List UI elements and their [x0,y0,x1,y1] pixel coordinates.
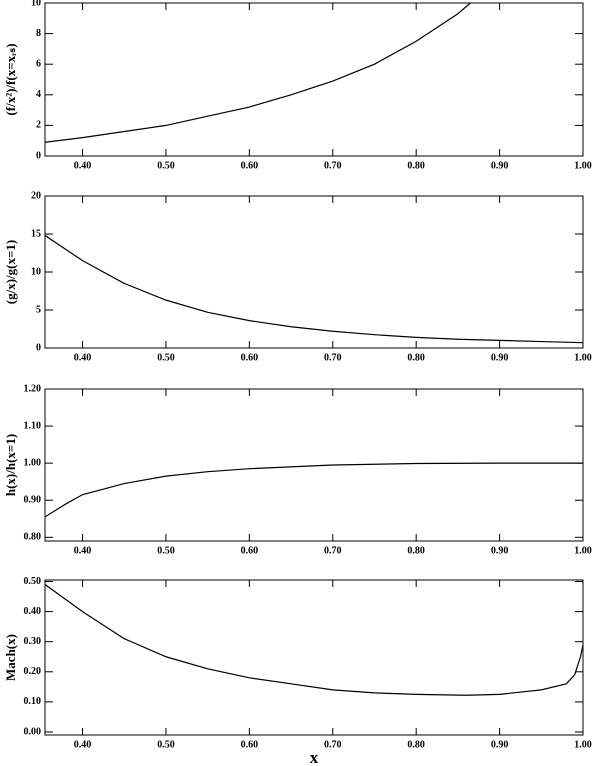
x-tick-label: 0.70 [324,160,342,171]
curve [45,235,583,344]
y-tick-label: 0.10 [24,696,42,707]
y-tick-label: 4 [36,89,41,100]
x-tick-label: 0.80 [407,160,425,171]
x-tick-label: 0.80 [407,739,425,750]
x-tick-label: 1.00 [574,160,592,171]
y-tick-label: 0.90 [24,495,42,506]
x-tick-label: 0.50 [157,545,175,556]
x-tick-label: 0.70 [324,352,342,363]
x-tick-label: 0.60 [241,352,259,363]
x-tick-label: 1.00 [574,739,592,750]
y-tick-label: 1.00 [24,457,42,468]
y-tick-label: 0.00 [24,726,42,737]
y-tick-label: 0.20 [24,666,42,677]
x-tick-label: 0.80 [407,545,425,556]
x-tick-label: 0.90 [491,352,509,363]
x-tick-label: 0.60 [241,545,259,556]
x-tick-label: 0.70 [324,545,342,556]
x-tick-label: 0.90 [491,160,509,171]
x-tick-label: 0.90 [491,545,509,556]
x-tick-label: 0.60 [241,739,259,750]
y-tick-label: 0.30 [24,636,42,647]
x-tick-label: 1.00 [574,352,592,363]
plot-frame [44,388,584,542]
y-tick-label: 1.10 [24,420,42,431]
y-tick-label: 0.50 [24,576,42,587]
y-tick-label: 0 [36,150,41,161]
plot-frame [44,579,584,736]
x-tick-label: 0.40 [74,739,92,750]
y-tick-label: 1.20 [24,383,42,394]
y-tick-label: 2 [36,120,41,131]
x-tick-label: 0.40 [74,545,92,556]
x-tick-label: 0.60 [241,160,259,171]
y-axis-label: (g/x)/g(x=1) [3,240,18,304]
y-tick-label: 0 [36,342,41,353]
y-tick-label: 5 [36,304,41,315]
x-axis-label: x [310,748,319,766]
x-tick-label: 0.90 [491,739,509,750]
curve [45,462,583,518]
y-axis-label: Mach(x) [3,634,18,681]
y-tick-label: 20 [31,190,41,201]
plot-frame [44,2,584,157]
y-tick-label: 6 [36,58,41,69]
x-tick-label: 0.50 [157,352,175,363]
y-tick-label: 10 [31,266,41,277]
plot-frame [44,195,584,349]
x-tick-label: 0.40 [74,352,92,363]
y-tick-label: 10 [31,0,41,8]
x-tick-label: 0.70 [324,739,342,750]
x-tick-label: 0.80 [407,352,425,363]
curve [45,584,583,696]
x-tick-label: 0.50 [157,739,175,750]
curve [45,3,471,143]
y-tick-label: 0.40 [24,606,42,617]
x-tick-label: 1.00 [574,545,592,556]
x-tick-label: 0.40 [74,160,92,171]
x-tick-label: 0.50 [157,160,175,171]
y-axis-label: h(x)/h(x=1) [3,434,18,496]
y-tick-label: 0.80 [24,532,42,543]
y-tick-label: 8 [36,28,41,39]
y-axis-label: (f/x²)/f(x=xᵣₛ) [3,43,18,115]
y-tick-label: 15 [31,228,41,239]
